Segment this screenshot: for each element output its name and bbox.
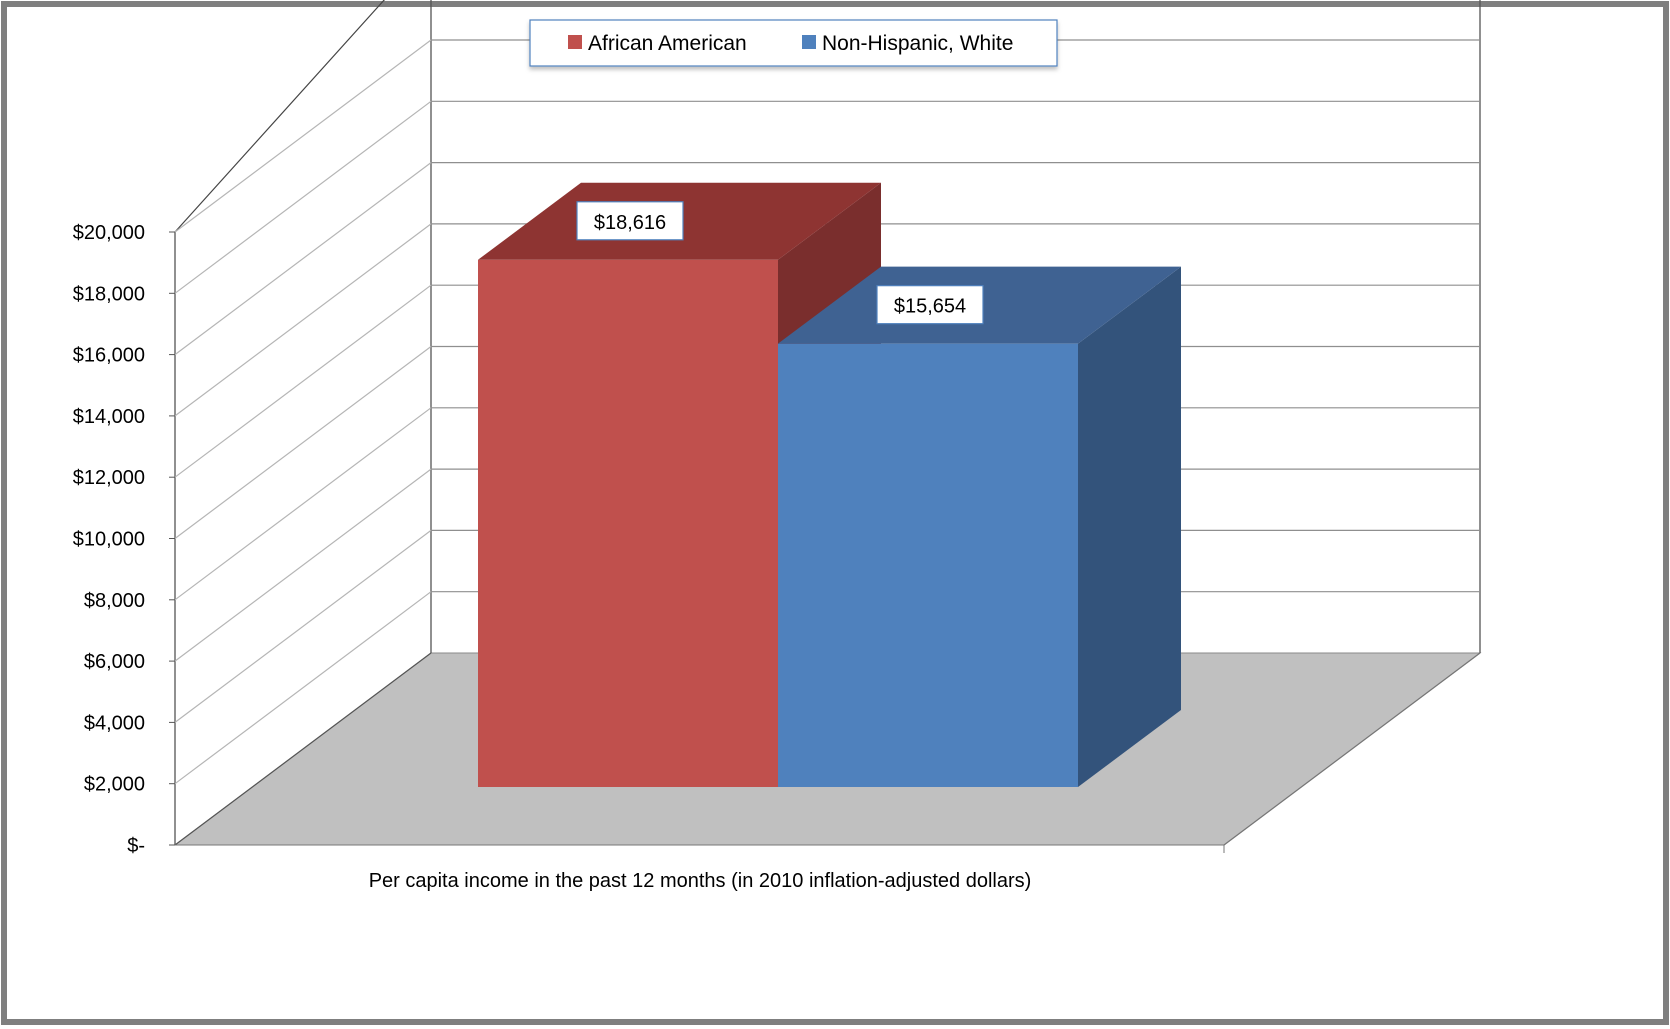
y-tick-label: $14,000 — [73, 406, 145, 428]
data-label-text: $15,654 — [894, 296, 966, 318]
legend-item-1: African American — [568, 32, 747, 55]
data-label-box — [876, 285, 984, 325]
y-tick-label: $- — [127, 835, 145, 857]
side-wall-top-edge — [174, 0, 385, 233]
legend: African American Non-Hispanic, White — [529, 19, 1058, 67]
side-wall-gridline — [174, 100, 432, 294]
legend-swatch — [568, 35, 582, 49]
y-tick-label: $2,000 — [84, 774, 145, 796]
side-wall-gridline — [174, 591, 432, 785]
y-tick-label: $12,000 — [73, 467, 145, 489]
legend-label: African American — [588, 32, 747, 55]
data-label-text: $18,616 — [594, 212, 666, 234]
y-tick-label: $10,000 — [73, 529, 145, 551]
side-wall-gridline — [174, 468, 432, 662]
y-tick-label: $8,000 — [84, 590, 145, 612]
side-wall-gridline — [174, 162, 432, 356]
side-wall-gridline — [174, 223, 432, 417]
x-axis-category-label: Per capita income in the past 12 months … — [369, 870, 1032, 892]
y-tick-label: $4,000 — [84, 712, 145, 734]
side-wall-gridline — [174, 284, 432, 478]
y-tick-label: $20,000 — [73, 222, 145, 244]
legend-item-2: Non-Hispanic, White — [802, 32, 1013, 55]
data-label-2: $15,654 — [876, 285, 984, 325]
bar-side-2 — [1078, 266, 1181, 788]
y-tick-label: $18,000 — [73, 283, 145, 305]
floor-left-edge — [174, 652, 432, 846]
side-wall-gridline — [174, 346, 432, 539]
legend-swatch — [802, 35, 816, 49]
bar-front-2 — [778, 343, 1078, 787]
data-label-1: $18,616 — [576, 201, 684, 241]
side-wall-gridline — [174, 529, 432, 723]
bar-front-1 — [478, 259, 778, 788]
y-tick-label: $6,000 — [84, 651, 145, 673]
legend-label: Non-Hispanic, White — [822, 32, 1013, 55]
floor-right-edge — [1223, 652, 1481, 846]
legend-box — [529, 19, 1058, 67]
side-wall-gridline — [174, 407, 432, 601]
data-label-box — [576, 201, 684, 241]
y-tick-label: $16,000 — [73, 345, 145, 367]
side-wall-gridline — [174, 39, 432, 233]
